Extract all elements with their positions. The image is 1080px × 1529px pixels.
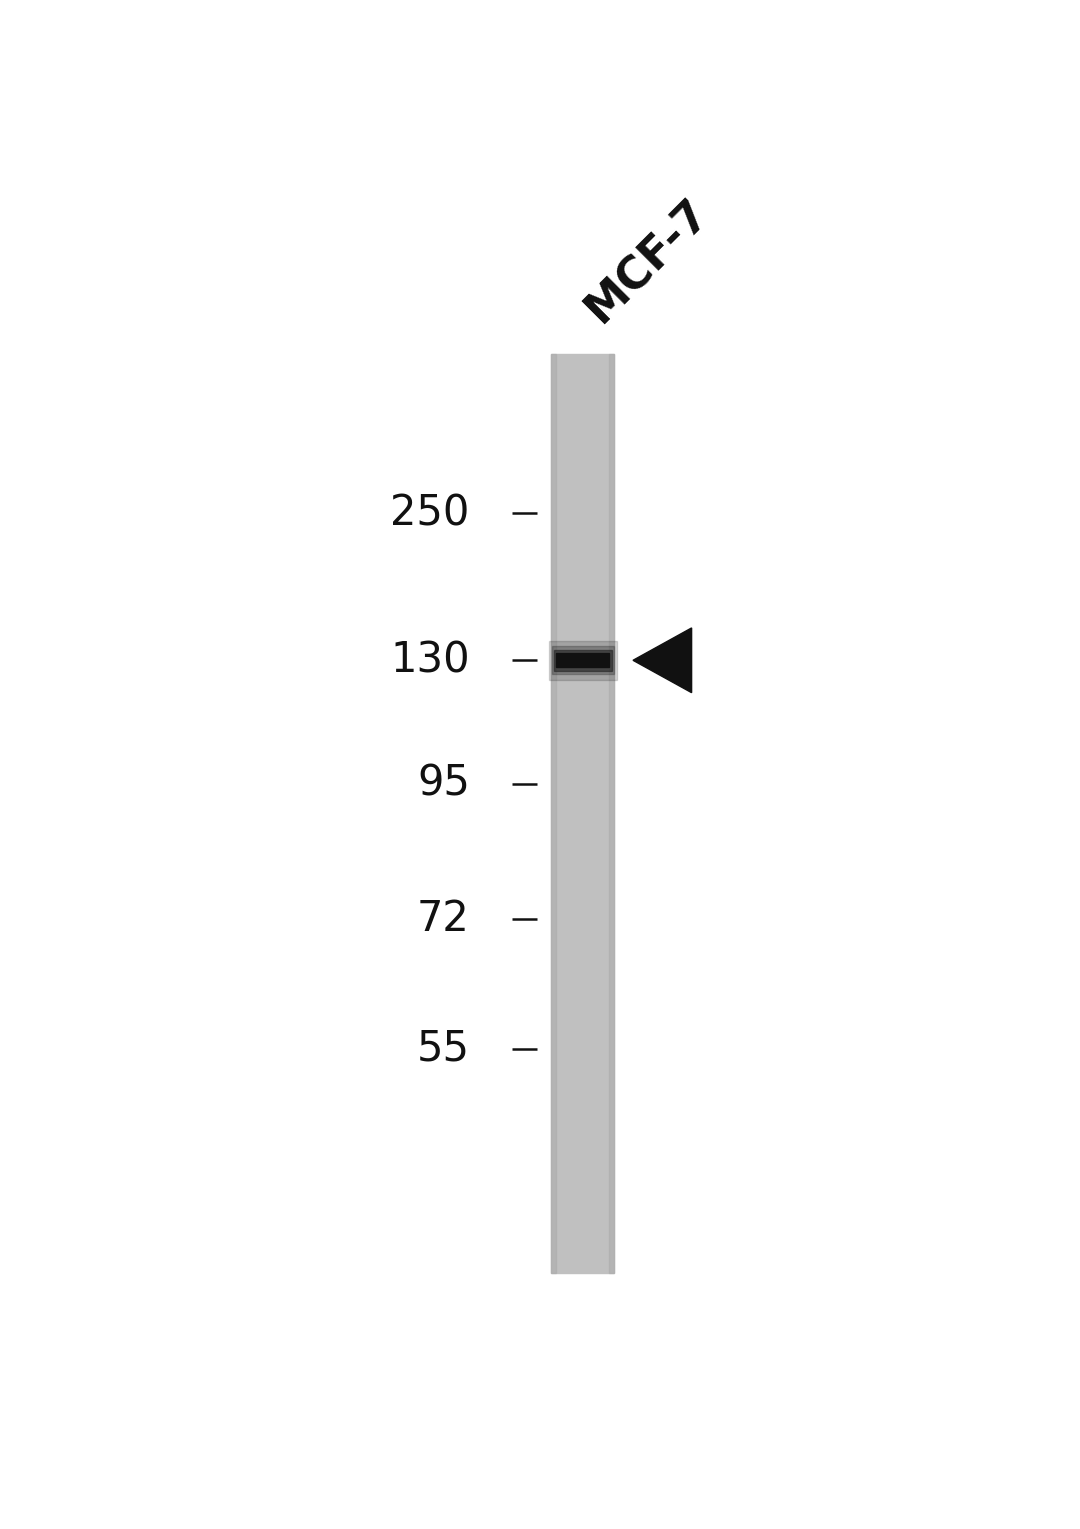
Bar <box>556 653 609 667</box>
Bar <box>552 355 615 1272</box>
Bar <box>554 650 611 671</box>
Text: 250: 250 <box>391 492 470 534</box>
Text: 95: 95 <box>417 763 470 804</box>
Polygon shape <box>633 628 691 693</box>
Text: 55: 55 <box>417 1027 470 1070</box>
Bar <box>552 355 556 1272</box>
Text: 130: 130 <box>390 639 470 682</box>
Bar <box>609 355 615 1272</box>
Bar <box>549 641 617 680</box>
Bar <box>552 647 613 674</box>
Text: 72: 72 <box>417 899 470 940</box>
Text: MCF-7: MCF-7 <box>578 190 718 330</box>
